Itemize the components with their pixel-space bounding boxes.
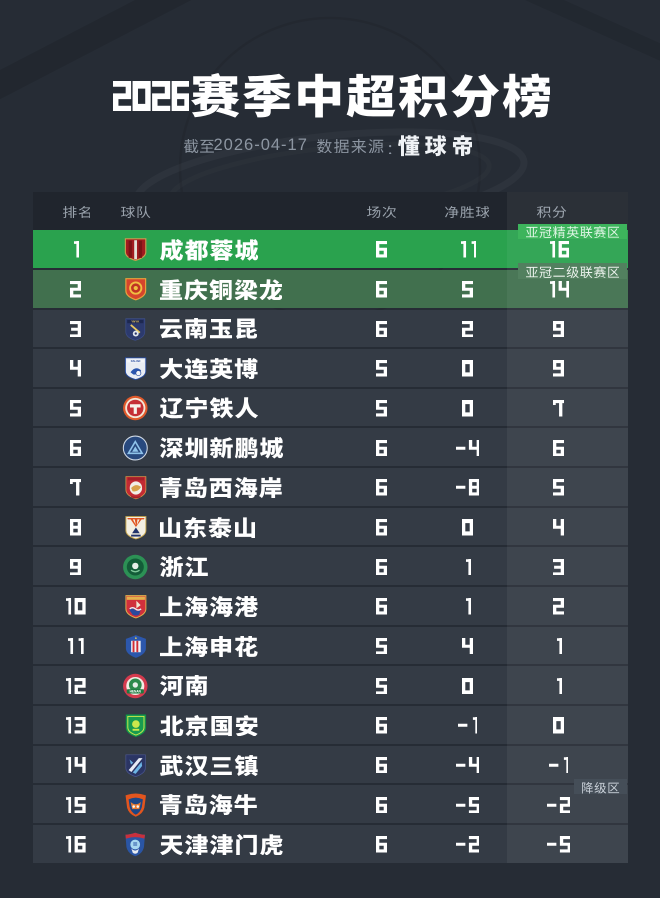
svg-text:DALIAN: DALIAN (131, 359, 141, 363)
svg-text:YNYK: YNYK (131, 319, 140, 323)
svg-text:HENAN: HENAN (130, 689, 142, 693)
